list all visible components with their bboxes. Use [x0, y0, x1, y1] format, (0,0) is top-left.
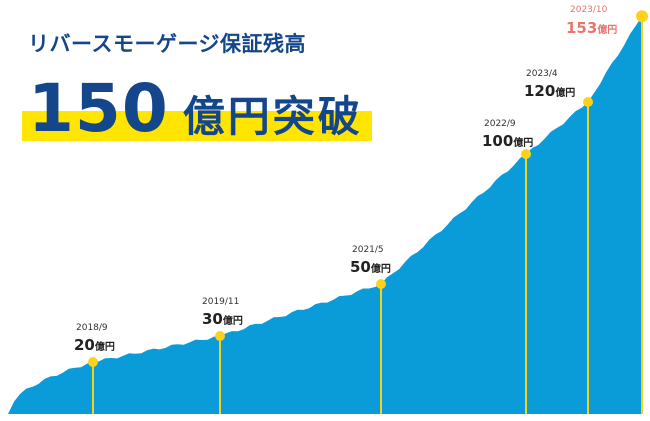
marker-date: 2021/5 [352, 245, 384, 255]
milestone-dot [215, 331, 225, 341]
milestone-dot [376, 279, 386, 289]
marker-date: 2022/9 [484, 119, 516, 129]
balance-area [8, 16, 642, 414]
marker-value-latest: 153億円 [566, 19, 618, 37]
big-unit: 億円突破 [182, 92, 363, 141]
big-figure: 150 億円突破 [28, 70, 363, 147]
marker-date: 2018/9 [76, 323, 108, 333]
marker-date: 2023/4 [526, 69, 558, 79]
chart-title: リバースモーゲージ保証残高 [28, 32, 307, 56]
marker-date: 2019/11 [202, 297, 240, 307]
milestone-dot [88, 357, 98, 367]
milestone-dot [636, 10, 648, 23]
big-number: 150 [28, 70, 169, 147]
marker-value: 120億円 [524, 82, 576, 100]
marker-value: 20億円 [74, 336, 115, 354]
marker-value: 30億円 [202, 310, 243, 328]
title-highlight-band [22, 111, 372, 141]
milestone-dot [521, 149, 531, 159]
milestone-dot [583, 97, 593, 107]
marker-value: 100億円 [482, 132, 534, 150]
marker-value: 50億円 [350, 258, 391, 276]
marker-date-latest: 2023/10 [570, 5, 608, 15]
